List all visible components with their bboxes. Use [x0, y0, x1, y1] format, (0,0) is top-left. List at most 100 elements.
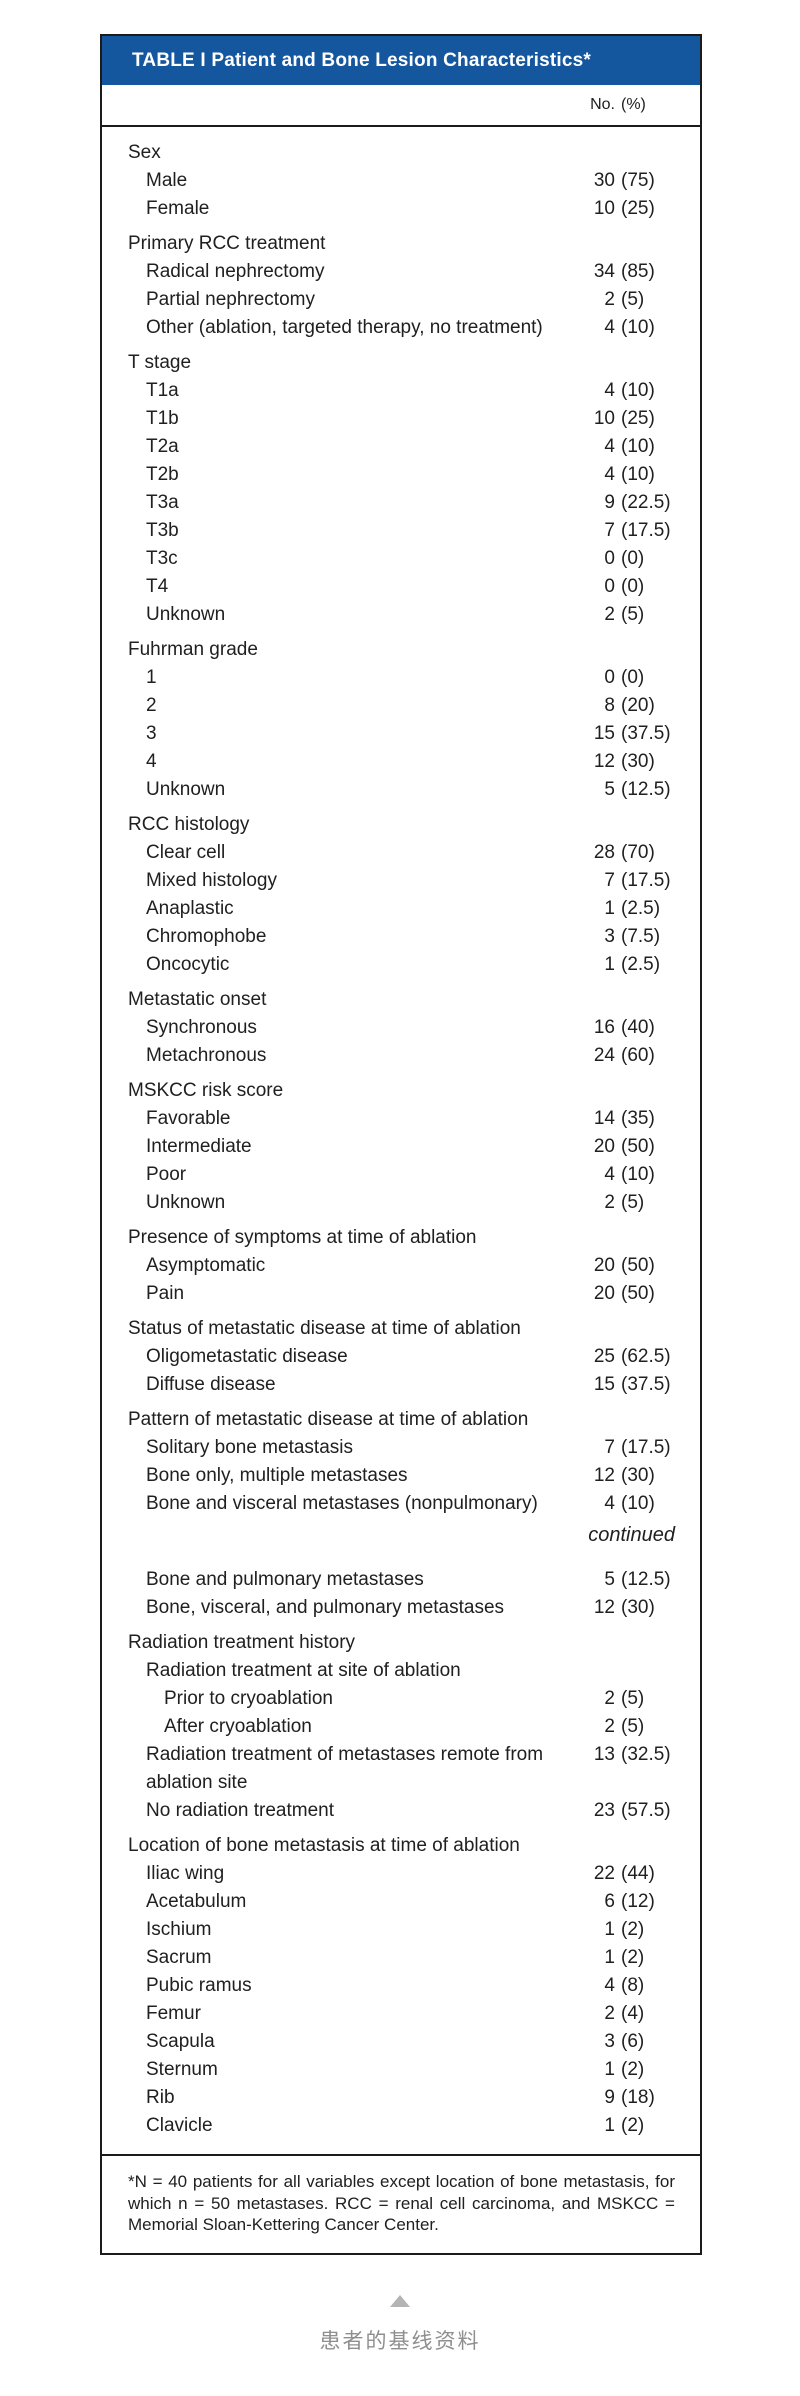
table-row: Female 10 (25) [102, 195, 700, 223]
row-label: Status of metastatic disease at time of … [128, 1318, 521, 1339]
section-row: Presence of symptoms at time of ablation [102, 1224, 700, 1252]
row-value: 0 (0) [574, 545, 686, 573]
row-value-percent: (85) [621, 261, 655, 282]
row-value-percent: (5) [621, 1688, 645, 1709]
row-value-percent: (20) [621, 695, 655, 716]
row-value-percent: (0) [621, 576, 645, 597]
row-value-percent: (57.5) [621, 1800, 671, 1821]
row-label: Prior to cryoablation [164, 1688, 333, 1709]
row-value-count: 34 [593, 261, 615, 282]
row-label: Pubic ramus [146, 1975, 252, 1996]
row-value-count: 20 [593, 1255, 615, 1276]
row-value: 20 (50) [574, 1133, 686, 1161]
row-value-percent: (40) [621, 1017, 655, 1038]
row-value-percent: (5) [621, 289, 645, 310]
table-row: Mixed histology 7 (17.5) [102, 867, 700, 895]
row-value-count: 15 [593, 723, 615, 744]
table-row: Scapula 3 (6) [102, 2028, 700, 2056]
row-value: 2 (5) [574, 601, 686, 629]
table-row: Sacrum 1 (2) [102, 1944, 700, 1972]
table-row: T3a 9 (22.5) [102, 489, 700, 517]
table-row: Bone only, multiple metastases 12 (30) [102, 1462, 700, 1490]
row-label: Intermediate [146, 1136, 252, 1157]
row-value: 10 (25) [574, 405, 686, 433]
section-row: Metastatic onset [102, 986, 700, 1014]
row-value-count: 12 [593, 1465, 615, 1486]
row-label: Anaplastic [146, 898, 234, 919]
row-value-percent: (0) [621, 667, 645, 688]
row-value-percent: (0) [621, 548, 645, 569]
row-value: 15 (37.5) [574, 1371, 686, 1399]
row-label: T1b [146, 408, 179, 429]
table-row: Asymptomatic 20 (50) [102, 1252, 700, 1280]
table-row: Metachronous 24 (60) [102, 1042, 700, 1070]
row-value-percent: (2) [621, 1947, 645, 1968]
row-value-percent: (5) [621, 1192, 645, 1213]
row-value: 3 (6) [574, 2028, 686, 2056]
row-value: 2 (5) [574, 1189, 686, 1217]
row-label: Synchronous [146, 1017, 257, 1038]
row-value: 4 (10) [574, 1490, 686, 1518]
row-value-count: 4 [604, 1975, 615, 1996]
row-value: 4 (10) [574, 433, 686, 461]
row-value-count: 2 [604, 604, 615, 625]
row-value-count: 3 [604, 2031, 615, 2052]
row-label: Ischium [146, 1919, 212, 1940]
table-row: Favorable 14 (35) [102, 1105, 700, 1133]
row-label: Radiation treatment history [128, 1632, 356, 1653]
row-value-count: 15 [593, 1374, 615, 1395]
row-value: 4 (10) [574, 461, 686, 489]
row-value-count: 6 [604, 1891, 615, 1912]
row-label: T3a [146, 492, 179, 513]
row-label: T2a [146, 436, 179, 457]
row-label: Rib [146, 2087, 175, 2108]
table-row: 1 0 (0) [102, 664, 700, 692]
row-label: 4 [146, 751, 157, 772]
row-value: 0 (0) [574, 664, 686, 692]
row-label: Metachronous [146, 1045, 267, 1066]
row-value: 1 (2) [574, 2056, 686, 2084]
table-row: T2a 4 (10) [102, 433, 700, 461]
row-label: Sacrum [146, 1947, 212, 1968]
table-title: TABLE I Patient and Bone Lesion Characte… [132, 49, 592, 71]
caption-text: 患者的基线资料 [319, 2330, 481, 2353]
row-value: 9 (22.5) [574, 489, 686, 517]
row-value-count: 10 [593, 408, 615, 429]
row-label: Clear cell [146, 842, 226, 863]
row-value-count: 2 [604, 1192, 615, 1213]
row-label: After cryoablation [164, 1716, 312, 1737]
row-value-percent: (5) [621, 604, 645, 625]
table-row: No radiation treatment 23 (57.5) [102, 1797, 700, 1825]
row-label: Acetabulum [146, 1891, 247, 1912]
row-value: 13 (32.5) [574, 1741, 686, 1769]
row-value: 7 (17.5) [574, 1434, 686, 1462]
row-value-percent: (6) [621, 2031, 645, 2052]
row-value: 34 (85) [574, 258, 686, 286]
row-value-count: 9 [604, 492, 615, 513]
table-row: T4 0 (0) [102, 573, 700, 601]
row-value-count: 1 [604, 954, 615, 975]
row-label: Poor [146, 1164, 187, 1185]
row-value-count: 4 [604, 1164, 615, 1185]
row-label: Pain [146, 1283, 185, 1304]
row-value-percent: (75) [621, 170, 655, 191]
row-value: 2 (5) [574, 1685, 686, 1713]
row-value: 25 (62.5) [574, 1343, 686, 1371]
table-row: Clavicle 1 (2) [102, 2112, 700, 2140]
row-value-count: 4 [604, 436, 615, 457]
row-value-percent: (10) [621, 317, 655, 338]
section-row: Primary RCC treatment [102, 230, 700, 258]
row-label: Asymptomatic [146, 1255, 266, 1276]
table-row: T2b 4 (10) [102, 461, 700, 489]
table-header-bar: TABLE I Patient and Bone Lesion Characte… [102, 36, 700, 85]
row-label: Radical nephrectomy [146, 261, 325, 282]
row-label: Oligometastatic disease [146, 1346, 348, 1367]
row-value-count: 14 [593, 1108, 615, 1129]
table-row: Synchronous 16 (40) [102, 1014, 700, 1042]
row-value-percent: (32.5) [621, 1744, 671, 1765]
row-label: T3b [146, 520, 179, 541]
row-value-percent: (60) [621, 1045, 655, 1066]
row-label: Location of bone metastasis at time of a… [128, 1835, 520, 1856]
table-row: Clear cell 28 (70) [102, 839, 700, 867]
